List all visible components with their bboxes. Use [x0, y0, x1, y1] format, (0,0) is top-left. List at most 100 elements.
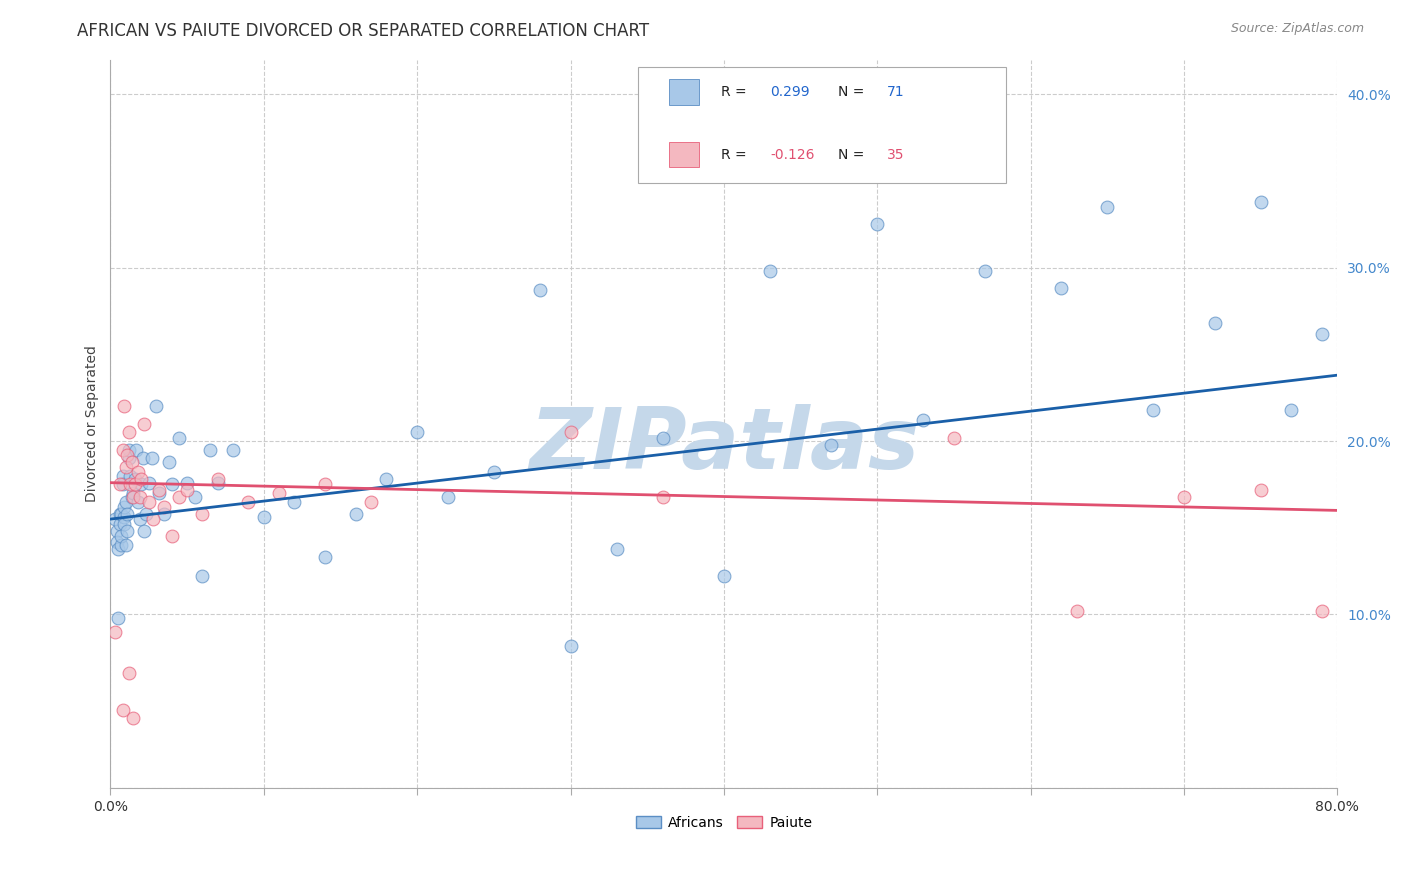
Point: [153, 507, 176, 521]
Point: [117, 507, 139, 521]
Point: [117, 448, 139, 462]
Text: Source: ZipAtlas.com: Source: ZipAtlas.com: [1230, 22, 1364, 36]
Point: [1250, 483, 1272, 497]
Point: [134, 524, 156, 539]
Point: [131, 451, 153, 466]
Point: [108, 477, 131, 491]
Y-axis label: Divorced or Separated: Divorced or Separated: [86, 345, 100, 502]
Point: [120, 468, 142, 483]
Point: [128, 512, 150, 526]
Point: [110, 529, 132, 543]
Point: [117, 524, 139, 539]
Point: [118, 666, 141, 681]
Point: [1050, 281, 1073, 295]
Point: [104, 512, 127, 526]
FancyBboxPatch shape: [669, 79, 699, 104]
Point: [160, 529, 183, 543]
Point: [121, 455, 143, 469]
Point: [104, 624, 127, 639]
Point: [406, 425, 429, 440]
Point: [820, 437, 842, 451]
Point: [111, 442, 134, 457]
Point: [125, 442, 148, 457]
Point: [112, 500, 135, 514]
Point: [110, 538, 132, 552]
Point: [142, 512, 165, 526]
Point: [482, 465, 505, 479]
Legend: Africans, Paiute: Africans, Paiute: [630, 811, 818, 836]
Point: [207, 475, 229, 490]
Point: [560, 425, 582, 440]
Text: N =: N =: [838, 86, 869, 99]
Point: [129, 477, 152, 491]
Point: [437, 490, 460, 504]
Point: [124, 477, 146, 491]
Point: [606, 541, 628, 556]
Point: [111, 477, 134, 491]
Point: [973, 264, 995, 278]
Text: 35: 35: [887, 148, 904, 162]
FancyBboxPatch shape: [638, 67, 1007, 184]
Point: [169, 490, 191, 504]
Point: [912, 413, 935, 427]
Point: [148, 486, 170, 500]
Text: R =: R =: [721, 148, 751, 162]
Point: [191, 569, 214, 583]
Point: [134, 417, 156, 431]
Point: [111, 468, 134, 483]
Point: [127, 465, 149, 479]
Point: [866, 217, 889, 231]
Point: [108, 507, 131, 521]
Point: [141, 451, 163, 466]
Point: [1173, 490, 1195, 504]
Point: [651, 431, 673, 445]
Point: [651, 490, 673, 504]
Text: R =: R =: [721, 86, 751, 99]
Point: [107, 541, 129, 556]
Text: AFRICAN VS PAIUTE DIVORCED OR SEPARATED CORRELATION CHART: AFRICAN VS PAIUTE DIVORCED OR SEPARATED …: [77, 22, 650, 40]
Point: [105, 534, 128, 549]
Point: [759, 264, 782, 278]
Point: [112, 400, 135, 414]
Point: [120, 477, 142, 491]
Point: [238, 494, 260, 508]
Point: [118, 425, 141, 440]
Point: [160, 477, 183, 491]
Point: [112, 510, 135, 524]
Point: [114, 538, 136, 552]
Point: [121, 490, 143, 504]
Point: [112, 517, 135, 532]
Point: [114, 460, 136, 475]
Point: [198, 442, 221, 457]
Point: [138, 494, 160, 508]
Point: [184, 490, 207, 504]
Point: [138, 475, 160, 490]
Point: [253, 510, 276, 524]
Point: [360, 494, 382, 508]
Point: [1066, 604, 1088, 618]
Point: [942, 431, 965, 445]
Point: [1204, 316, 1226, 330]
Point: [1310, 326, 1333, 341]
Point: [118, 442, 141, 457]
Point: [713, 569, 735, 583]
Point: [169, 431, 191, 445]
Point: [529, 283, 551, 297]
Point: [375, 472, 398, 486]
Point: [145, 400, 167, 414]
Text: N =: N =: [838, 148, 869, 162]
Point: [114, 494, 136, 508]
FancyBboxPatch shape: [669, 142, 699, 168]
Point: [560, 639, 582, 653]
Point: [127, 494, 149, 508]
Point: [222, 442, 245, 457]
Point: [157, 455, 180, 469]
Point: [110, 507, 132, 521]
Point: [191, 507, 214, 521]
Point: [207, 472, 229, 486]
Point: [148, 483, 170, 497]
Point: [269, 486, 291, 500]
Point: [129, 472, 152, 486]
Point: [122, 711, 145, 725]
Point: [344, 507, 367, 521]
